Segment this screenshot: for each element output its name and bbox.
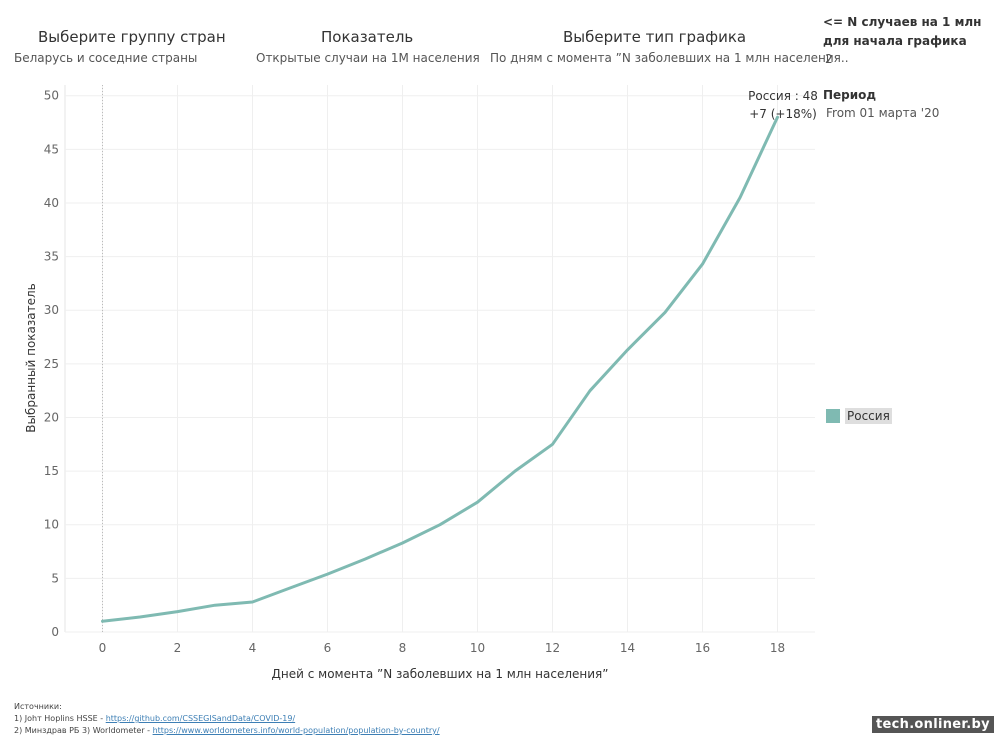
source-1-text: 1) Johт Hoplins HSSE - [14, 714, 106, 723]
y-tick-label: 25 [44, 357, 59, 371]
x-tick-label: 10 [470, 641, 485, 655]
y-tick-label: 0 [51, 625, 59, 639]
annotation-change: +7 (+18%) [749, 107, 817, 121]
series-group [101, 115, 779, 623]
data-point[interactable] [513, 469, 517, 473]
x-axis-label: Дней с момента ”N заболевших на 1 млн на… [272, 667, 609, 681]
y-tick-label: 35 [44, 250, 59, 264]
y-tick-label: 30 [44, 303, 59, 317]
legend-label-russia[interactable]: Россия [845, 408, 892, 424]
indicator-selector-value[interactable]: Открытые случаи на 1М населения [256, 51, 480, 65]
y-tick-label: 5 [51, 571, 59, 585]
data-point[interactable] [363, 557, 367, 561]
x-tick-label: 12 [545, 641, 560, 655]
data-point[interactable] [776, 115, 779, 119]
sources-heading: Источники: [14, 702, 62, 711]
y-tick-label: 40 [44, 196, 59, 210]
period-filter[interactable]: From 01 марта '20 [826, 106, 940, 120]
x-tick-label: 6 [324, 641, 332, 655]
data-point[interactable] [626, 348, 629, 352]
data-point[interactable] [176, 610, 179, 613]
series-line-russia[interactable] [101, 115, 779, 623]
y-axis-ticks: 0 5 10 15 20 25 30 35 40 45 50 [44, 89, 59, 639]
y-tick-label: 45 [44, 142, 59, 156]
data-point[interactable] [551, 443, 554, 446]
data-point[interactable] [663, 311, 667, 314]
group-selector-title: Выберите группу стран [38, 28, 226, 46]
x-tick-label: 14 [620, 641, 635, 655]
indicator-selector-title: Показатель [321, 28, 414, 46]
source-2-text: 2) Минздрав РБ 3) Worldometer - [14, 726, 153, 735]
threshold-input[interactable]: 2 [825, 52, 833, 66]
group-selector-value[interactable]: Беларусь и соседние страны [14, 51, 198, 65]
threshold-title-2: для начала графика [823, 34, 967, 48]
y-axis-label: Выбранный показатель [24, 283, 38, 433]
data-point[interactable] [326, 572, 329, 576]
chart-type-selector-title: Выберите тип графика [563, 28, 747, 46]
x-tick-label: 8 [399, 641, 407, 655]
annotation-value: Россия : 48 [748, 89, 818, 103]
watermark-logo: tech.onliner.by [872, 716, 994, 733]
data-point[interactable] [101, 620, 104, 623]
chart-grid [64, 85, 815, 633]
period-title: Период [823, 88, 877, 102]
data-point[interactable] [476, 501, 479, 504]
y-tick-label: 50 [44, 89, 59, 103]
x-tick-label: 2 [174, 641, 182, 655]
y-tick-label: 15 [44, 464, 59, 478]
legend[interactable]: Россия [826, 408, 892, 424]
data-point[interactable] [213, 603, 217, 607]
data-point[interactable] [738, 196, 742, 199]
source-1-link[interactable]: https://github.com/CSSEGISandData/COVID-… [105, 714, 296, 723]
x-tick-label: 0 [99, 641, 107, 655]
data-point[interactable] [138, 615, 142, 619]
data-point[interactable] [438, 523, 442, 526]
threshold-title: <= N случаев на 1 млн [823, 15, 982, 29]
x-tick-label: 16 [695, 641, 710, 655]
chart-type-selector-value[interactable]: По дням с момента ”N заболевших на 1 млн… [490, 51, 849, 65]
sources: Источники: 1) Johт Hoplins HSSE - https:… [14, 701, 440, 737]
source-2-link[interactable]: https://www.worldometers.info/world-popu… [152, 726, 440, 735]
data-point[interactable] [588, 389, 592, 392]
data-point[interactable] [251, 600, 254, 604]
data-point[interactable] [401, 541, 404, 545]
y-tick-label: 10 [44, 518, 59, 532]
data-point[interactable] [701, 262, 704, 266]
line-chart: 0 5 10 15 20 25 30 35 40 45 50 0 2 4 6 8 10 12 14 16 18 Дне… [24, 85, 818, 681]
legend-swatch-russia [826, 409, 840, 423]
x-tick-label: 18 [770, 641, 785, 655]
x-tick-label: 4 [249, 641, 257, 655]
y-tick-label: 20 [44, 410, 59, 424]
x-axis-ticks: 0 2 4 6 8 10 12 14 16 18 [99, 641, 785, 655]
data-point[interactable] [288, 586, 292, 590]
